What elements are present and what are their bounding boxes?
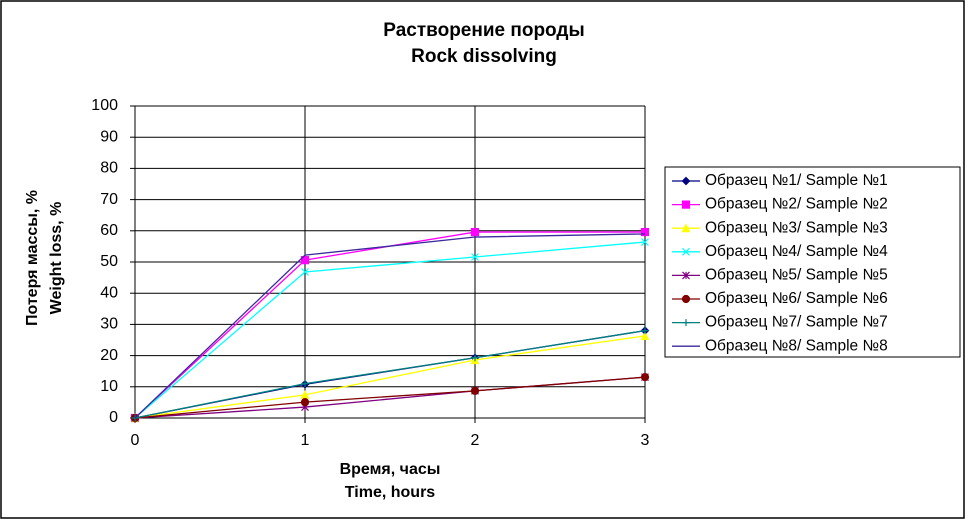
- data-point: [301, 380, 309, 388]
- data-point: [300, 397, 310, 407]
- y-tick-label: 80: [100, 160, 118, 177]
- legend-label: Образец №4/ Sample №4: [705, 243, 888, 260]
- series-line: [134, 335, 646, 419]
- legend-marker: [681, 294, 691, 304]
- series-line: [134, 241, 646, 419]
- data-point: [640, 331, 650, 341]
- legend-label: Образец №3/ Sample №3: [705, 219, 888, 236]
- x-axis-title: Время, часы: [340, 461, 441, 478]
- legend-marker: [682, 247, 690, 256]
- data-point: [641, 327, 649, 335]
- y-tick-label: 60: [100, 222, 118, 239]
- data-point: [470, 227, 480, 237]
- x-tick-label: 3: [641, 432, 650, 449]
- data-point: [470, 386, 480, 395]
- x-tick-label: 0: [131, 432, 140, 449]
- legend-label: Образец №6/ Sample №6: [705, 290, 888, 307]
- data-point: [641, 238, 649, 246]
- y-tick-label: 70: [100, 191, 118, 208]
- legend-marker: [681, 176, 691, 186]
- y-tick-label: 100: [91, 97, 118, 114]
- chart-title: Rock dissolving: [411, 46, 557, 67]
- data-point: [300, 256, 310, 265]
- x-tick-label: 2: [471, 432, 480, 449]
- y-axis-title: Weight loss, %: [48, 202, 65, 315]
- x-tick-label: 1: [301, 432, 310, 449]
- data-point: [640, 227, 650, 237]
- x-axis-title: Time, hours: [345, 484, 435, 501]
- y-tick-label: 10: [100, 378, 118, 395]
- y-tick-label: 40: [100, 284, 118, 301]
- y-tick-label: 90: [100, 128, 118, 145]
- legend-label: Образец №1/ Sample №1: [705, 172, 888, 189]
- series-line: [134, 233, 646, 419]
- legend-marker: [681, 200, 691, 209]
- y-tick-label: 0: [109, 409, 118, 426]
- y-tick-label: 30: [100, 316, 118, 333]
- legend-label: Образец №2/ Sample №2: [705, 196, 888, 213]
- legend-label: Образец №5/ Sample №5: [705, 266, 888, 283]
- data-point: [640, 373, 650, 382]
- data-point: [471, 253, 479, 261]
- series-line: [134, 329, 646, 419]
- legend-marker: [681, 223, 691, 233]
- legend-box: [664, 166, 961, 358]
- y-axis-title: Потеря массы, %: [24, 190, 41, 326]
- data-point: [301, 268, 309, 276]
- legend-label: Образец №8/ Sample №8: [705, 337, 888, 354]
- y-tick-label: 20: [100, 347, 118, 364]
- legend-marker: [682, 319, 690, 327]
- chart-title: Растворение породы: [383, 20, 584, 41]
- series-line: [134, 376, 646, 419]
- legend-marker: [682, 271, 690, 280]
- y-tick-label: 50: [100, 253, 118, 270]
- legend-label: Образец №7/ Sample №7: [705, 314, 888, 331]
- data-point: [471, 354, 479, 362]
